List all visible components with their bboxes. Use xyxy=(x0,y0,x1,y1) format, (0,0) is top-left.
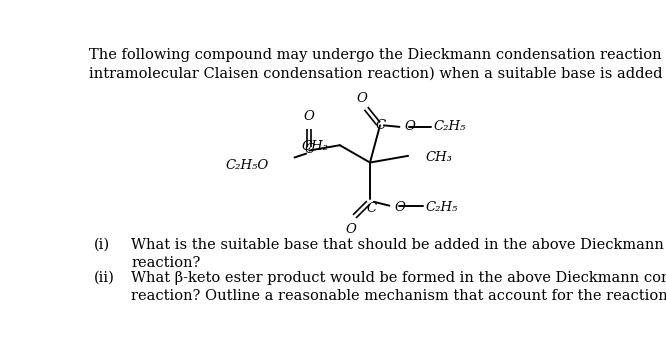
Text: CH₂: CH₂ xyxy=(302,140,329,153)
Text: What β-keto ester product would be formed in the above Dieckmann condensation
re: What β-keto ester product would be forme… xyxy=(131,271,666,304)
Text: O: O xyxy=(357,92,368,104)
Text: C₂H₅: C₂H₅ xyxy=(425,201,458,214)
Text: What is the suitable base that should be added in the above Dieckmann condensati: What is the suitable base that should be… xyxy=(131,238,666,270)
Text: C: C xyxy=(366,202,376,215)
Text: The following compound may undergo the Dieckmann condensation reaction (an
intra: The following compound may undergo the D… xyxy=(89,48,666,81)
Text: (ii): (ii) xyxy=(94,271,115,285)
Text: O: O xyxy=(345,222,356,236)
Text: O: O xyxy=(304,110,315,123)
Text: CH₃: CH₃ xyxy=(425,151,452,164)
Text: C: C xyxy=(376,119,386,132)
Text: O: O xyxy=(404,120,415,133)
Text: C₂H₅O: C₂H₅O xyxy=(226,160,269,172)
Text: C: C xyxy=(305,143,315,156)
Text: (i): (i) xyxy=(94,238,111,252)
Text: O: O xyxy=(394,201,405,214)
Text: C₂H₅: C₂H₅ xyxy=(434,120,466,133)
